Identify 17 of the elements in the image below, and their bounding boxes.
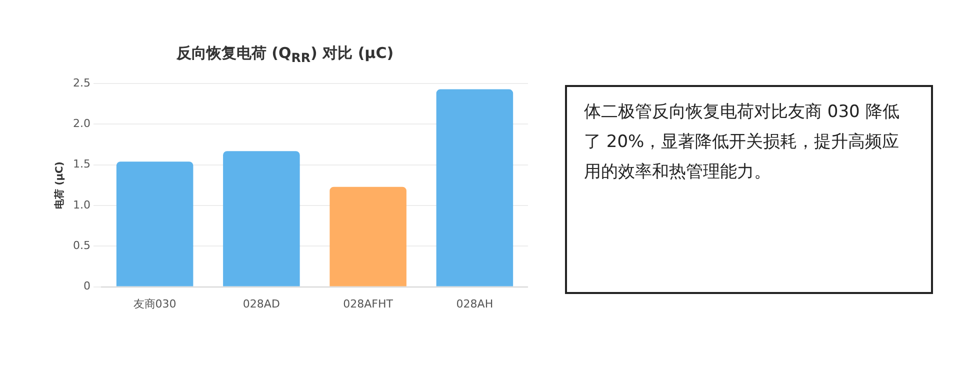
y-axis-title: 电荷 (μC) [54,162,66,209]
bar [436,89,514,286]
bar [223,151,300,286]
bar [330,186,406,286]
x-tick-label: 友商030 [133,297,176,310]
y-tick-label: 1.0 [72,198,90,212]
y-tick-label: 0 [83,280,90,293]
x-tick-label: 028AFHT [343,297,394,310]
x-tick-label: 028AD [242,297,280,310]
y-tick-label: 2.5 [72,76,90,90]
bar [116,162,194,286]
text: 体二极管反向恢复电荷对比友商 030 降低了 20%，显著降低开关损耗，提升高频应用的效率和热管理能力。 [584,101,900,184]
y-tick-label: 1.5 [72,158,90,171]
y-tick-label: 0.5 [72,239,90,252]
y-tick-label: 2.0 [72,117,90,130]
x-tick-label: 028AH [456,297,494,310]
chart-title: 反向恢复电荷 (Q$_{RR}$) 对比 (μC) [175,44,395,65]
